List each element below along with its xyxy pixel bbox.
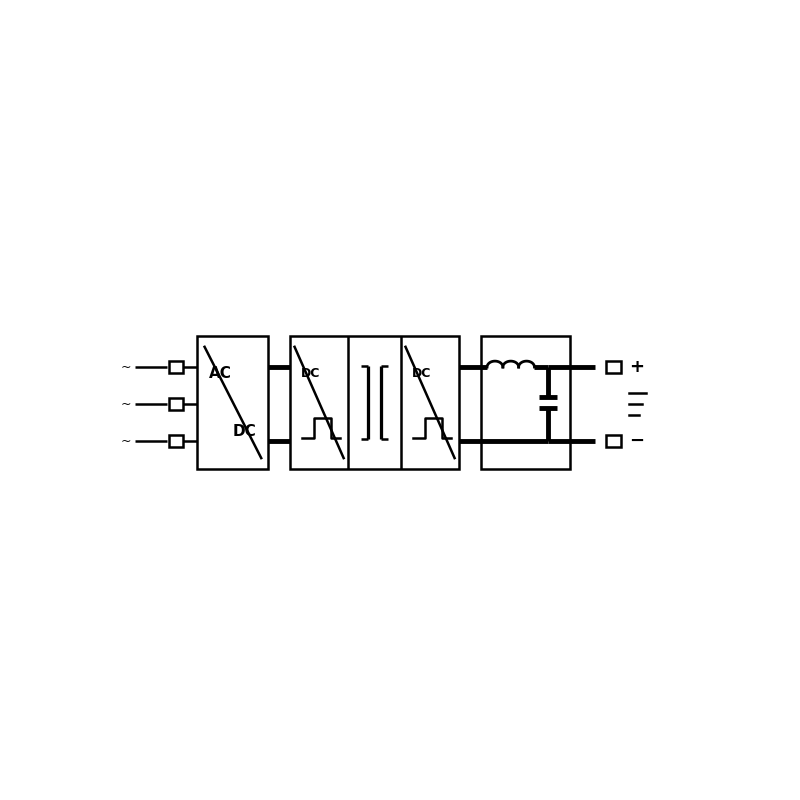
Bar (198, 336, 268, 469)
Text: +: + (629, 358, 644, 376)
Bar (481, 336, 570, 469)
Bar (169, 362, 183, 373)
Bar (606, 362, 621, 373)
Text: DC: DC (412, 367, 431, 380)
Text: DC: DC (301, 367, 320, 380)
Bar (169, 435, 183, 446)
Text: ~: ~ (120, 434, 130, 447)
Bar (606, 435, 621, 446)
Text: DC: DC (233, 424, 257, 439)
Text: ~: ~ (120, 361, 130, 374)
Text: ~: ~ (120, 398, 130, 410)
Text: AC: AC (210, 366, 232, 381)
Bar (290, 336, 459, 469)
Bar (169, 398, 183, 410)
Text: −: − (629, 432, 644, 450)
